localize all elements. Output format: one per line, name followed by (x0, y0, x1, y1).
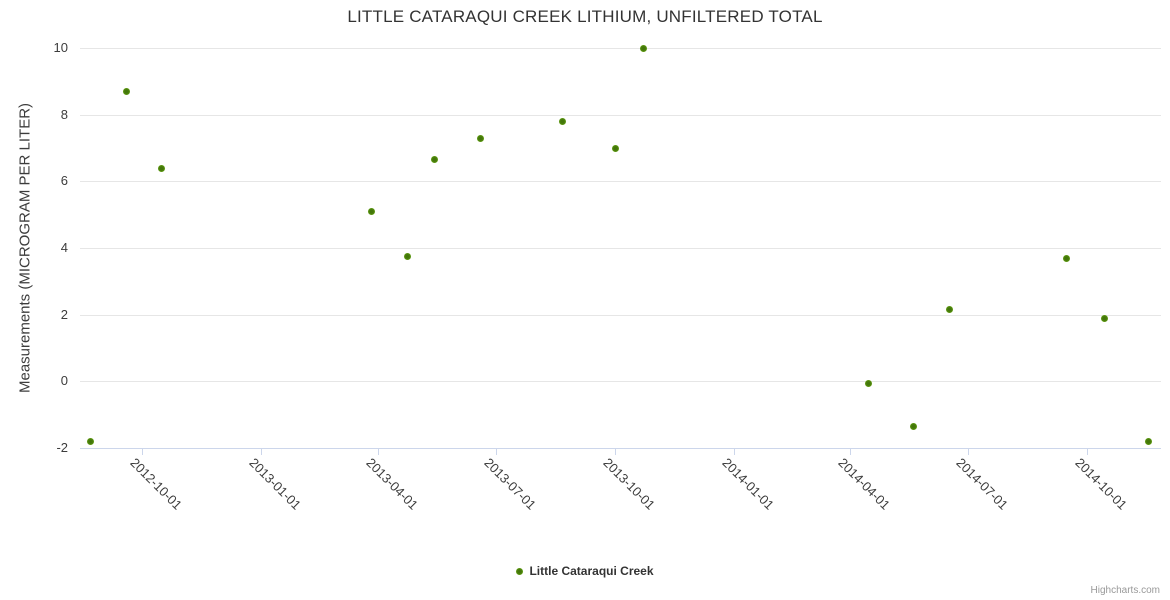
x-axis-tick (614, 449, 616, 455)
x-axis-tick (142, 449, 144, 455)
data-point[interactable] (1144, 437, 1152, 445)
x-axis-tick-label: 2014-07-01 (953, 455, 1012, 513)
data-point[interactable] (158, 164, 166, 172)
y-gridline (80, 248, 1161, 249)
y-gridline (80, 48, 1161, 49)
y-axis-tick-label: 2 (60, 306, 68, 322)
y-axis-tick-label: 6 (60, 173, 68, 189)
x-axis-tick (495, 449, 497, 455)
data-point[interactable] (476, 134, 484, 142)
y-gridline (80, 114, 1161, 116)
data-point[interactable] (946, 306, 954, 314)
x-axis-tick (733, 449, 735, 455)
x-axis-tick-label: 2013-07-01 (480, 455, 539, 513)
y-axis-tick-label: 0 (60, 373, 68, 389)
y-axis-tick-label: 10 (53, 40, 68, 55)
x-axis-tick-label: 2013-10-01 (600, 455, 658, 513)
x-axis-tick (1087, 449, 1089, 455)
y-gridline (80, 181, 1161, 183)
data-point[interactable] (404, 252, 412, 260)
y-gridline (80, 314, 1161, 316)
x-axis-tick (377, 449, 379, 455)
data-point[interactable] (864, 379, 872, 387)
legend-label: Little Cataraqui Creek (529, 564, 654, 578)
x-axis-tick (968, 449, 970, 455)
y-gridline (80, 381, 1161, 383)
data-point[interactable] (431, 156, 439, 164)
x-axis-tick-label: 2014-10-01 (1072, 455, 1131, 513)
data-point[interactable] (910, 422, 918, 430)
data-point[interactable] (367, 207, 375, 215)
data-point[interactable] (1062, 254, 1070, 262)
x-axis-tick-label: 2014-01-01 (719, 455, 777, 513)
x-axis-tick-label: 2013-01-01 (246, 455, 305, 513)
data-point[interactable] (123, 87, 131, 95)
x-axis-tick-label: 2014-04-01 (835, 455, 894, 513)
y-axis-tick-label: 4 (60, 240, 68, 255)
plot-area (80, 44, 1161, 449)
highcharts-credit-link[interactable]: Highcharts.com (1090, 585, 1160, 596)
legend-marker-icon (516, 567, 524, 575)
x-axis-tick-label: 2012-10-01 (127, 455, 186, 513)
y-axis-tick-label: 8 (60, 106, 68, 122)
data-point[interactable] (612, 144, 620, 152)
data-point[interactable] (639, 44, 647, 52)
x-axis-tick (261, 449, 263, 455)
data-point[interactable] (86, 437, 94, 445)
x-axis-tick (850, 449, 852, 455)
chart-title: LITTLE CATARAQUI CREEK LITHIUM, UNFILTER… (347, 7, 823, 26)
legend-item[interactable]: Little Cataraqui Creek (0, 563, 1170, 579)
x-axis-tick-label: 2013-04-01 (363, 455, 421, 513)
y-axis-tick-label: -2 (56, 440, 68, 455)
data-point[interactable] (559, 117, 567, 125)
data-point[interactable] (1100, 314, 1108, 322)
